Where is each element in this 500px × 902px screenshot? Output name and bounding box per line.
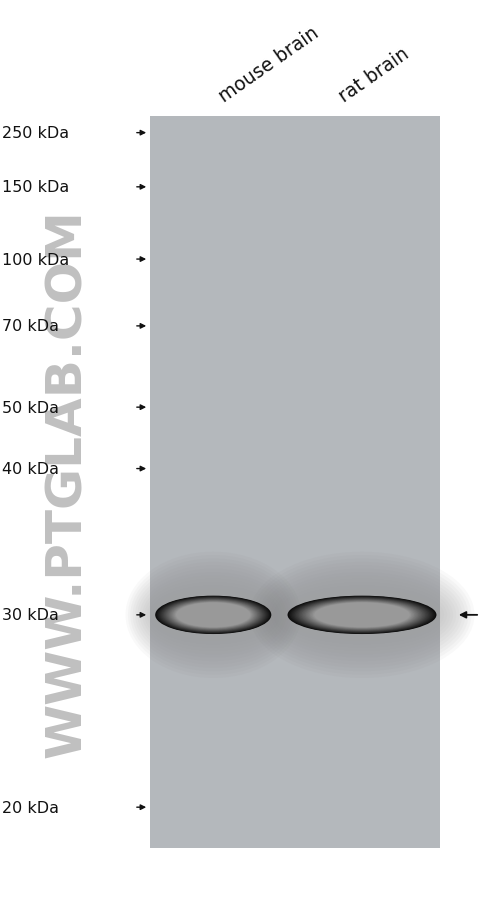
- Ellipse shape: [306, 601, 418, 630]
- Ellipse shape: [312, 603, 412, 628]
- Ellipse shape: [166, 600, 260, 630]
- Ellipse shape: [298, 599, 426, 631]
- Ellipse shape: [158, 597, 268, 633]
- Ellipse shape: [168, 600, 258, 630]
- Ellipse shape: [175, 603, 252, 628]
- Ellipse shape: [289, 596, 435, 634]
- Ellipse shape: [294, 598, 430, 632]
- Text: 20 kDa: 20 kDa: [2, 800, 59, 815]
- Ellipse shape: [290, 597, 434, 633]
- Ellipse shape: [310, 602, 414, 629]
- Text: WWW.PTGLAB.COM: WWW.PTGLAB.COM: [44, 208, 92, 757]
- Text: 100 kDa: 100 kDa: [2, 253, 70, 267]
- Ellipse shape: [163, 599, 264, 631]
- Ellipse shape: [164, 599, 262, 631]
- Ellipse shape: [296, 598, 428, 632]
- Ellipse shape: [312, 602, 412, 629]
- Ellipse shape: [304, 600, 420, 630]
- Ellipse shape: [174, 602, 253, 629]
- Bar: [150, 117, 440, 848]
- Ellipse shape: [155, 596, 272, 634]
- Ellipse shape: [162, 598, 265, 632]
- Text: 30 kDa: 30 kDa: [2, 608, 59, 622]
- Ellipse shape: [307, 601, 417, 630]
- Text: rat brain: rat brain: [335, 44, 412, 106]
- Ellipse shape: [176, 603, 250, 628]
- Ellipse shape: [302, 600, 422, 630]
- Ellipse shape: [160, 597, 267, 633]
- Ellipse shape: [308, 602, 416, 629]
- Text: mouse brain: mouse brain: [215, 23, 322, 106]
- Text: 40 kDa: 40 kDa: [2, 462, 59, 476]
- Ellipse shape: [298, 599, 426, 631]
- Ellipse shape: [292, 597, 432, 633]
- Text: 50 kDa: 50 kDa: [2, 400, 59, 415]
- Text: 150 kDa: 150 kDa: [2, 180, 70, 195]
- Ellipse shape: [170, 601, 256, 630]
- Ellipse shape: [158, 597, 269, 633]
- Ellipse shape: [303, 600, 421, 630]
- Ellipse shape: [160, 598, 266, 632]
- Ellipse shape: [167, 600, 260, 630]
- Ellipse shape: [300, 599, 424, 631]
- Ellipse shape: [156, 596, 270, 634]
- Text: 70 kDa: 70 kDa: [2, 319, 59, 334]
- Ellipse shape: [293, 597, 431, 633]
- Ellipse shape: [314, 603, 410, 628]
- Ellipse shape: [288, 596, 436, 634]
- Ellipse shape: [172, 602, 254, 629]
- Text: 250 kDa: 250 kDa: [2, 126, 70, 141]
- Ellipse shape: [172, 602, 255, 629]
- Ellipse shape: [165, 599, 262, 631]
- Ellipse shape: [170, 601, 257, 630]
